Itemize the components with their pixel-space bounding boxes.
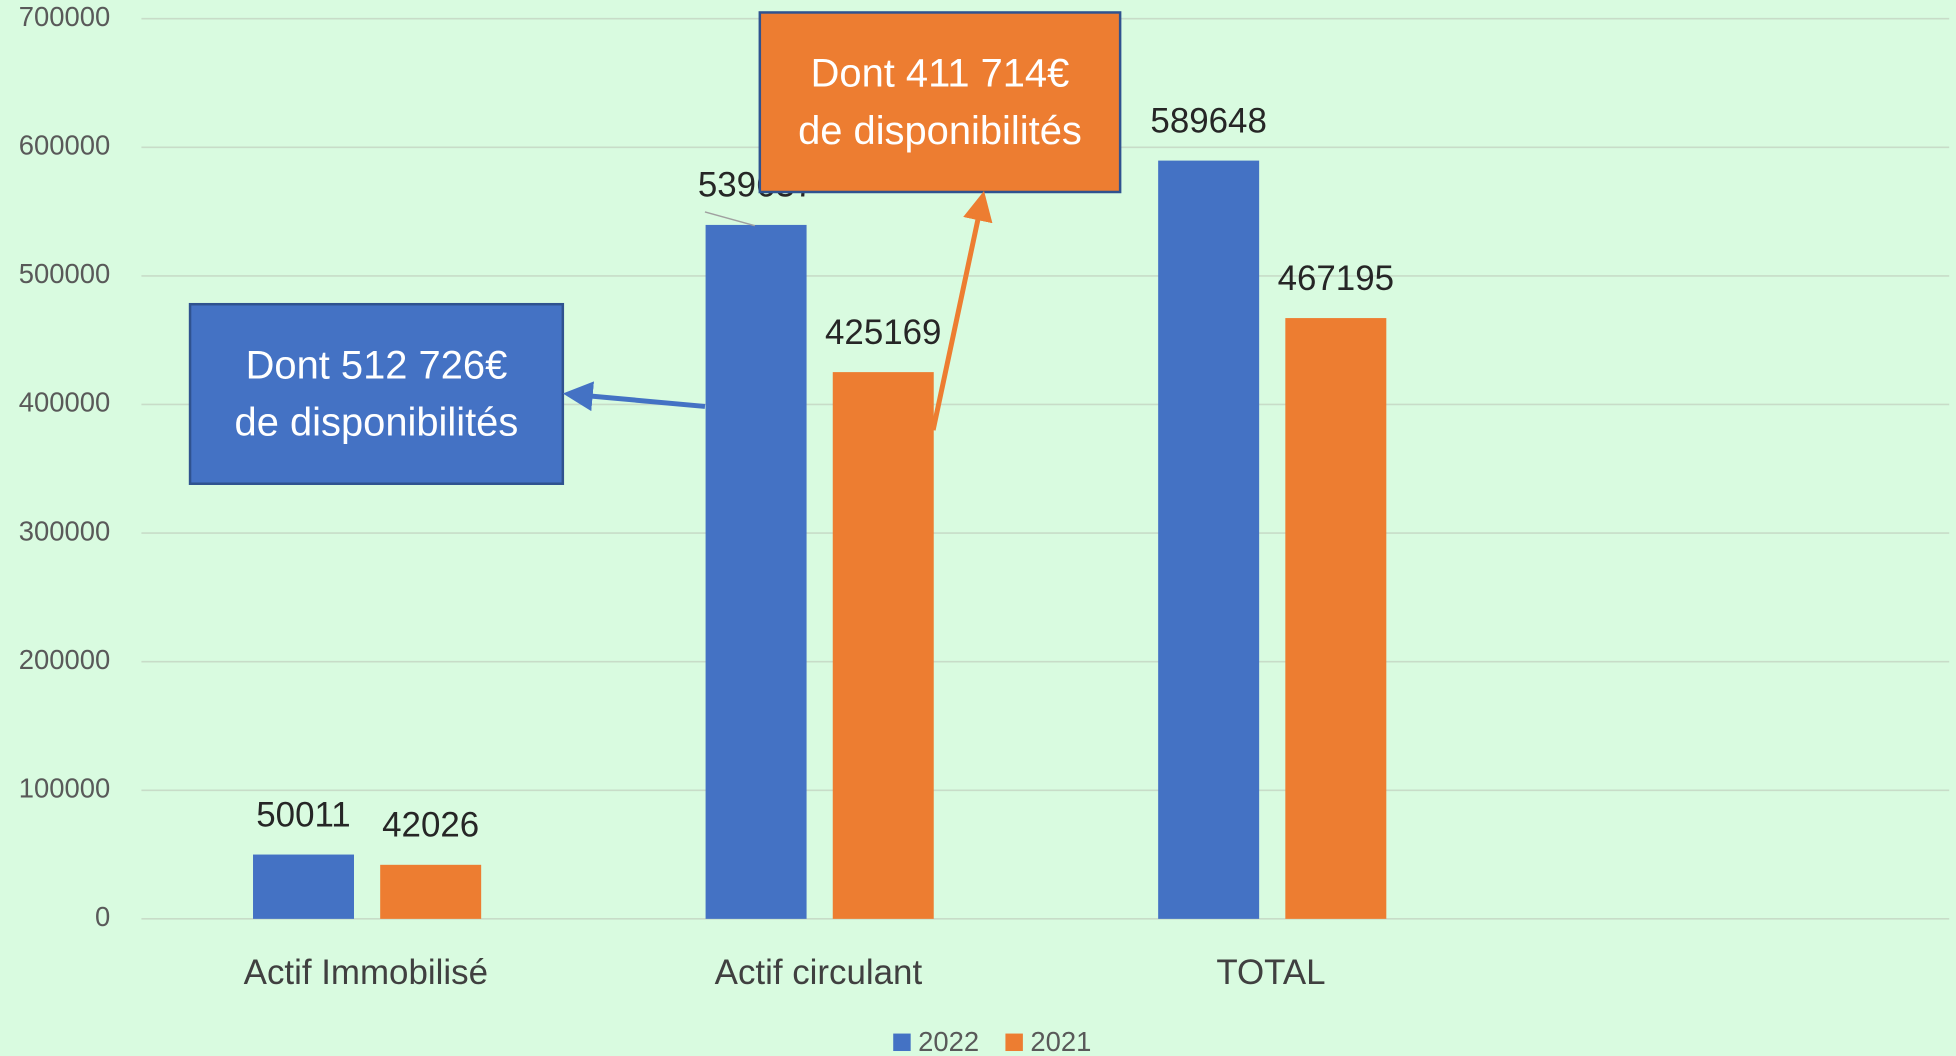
y-tick-label: 500000 [19, 258, 110, 289]
bar [1158, 160, 1260, 919]
annotation-box [188, 302, 565, 485]
annotation-text: de disponibilités [235, 401, 519, 445]
bar [1285, 318, 1387, 919]
leader-line [704, 211, 756, 227]
data-label: 42026 [382, 806, 479, 845]
y-tick-label: 700000 [19, 1, 110, 32]
annotation-text: Dont 512 726€ [246, 343, 508, 387]
data-label: 589648 [1150, 101, 1266, 140]
y-tick-label: 200000 [19, 644, 110, 675]
bar [380, 864, 482, 919]
annotation-arrow [930, 190, 993, 431]
data-label: 425169 [825, 313, 941, 352]
annotation-arrow [562, 381, 706, 412]
x-tick-label: Actif circulant [715, 953, 923, 992]
legend-swatch [1005, 1033, 1023, 1052]
annotation-box [758, 11, 1122, 194]
y-tick-label: 0 [95, 901, 110, 932]
data-label: 50011 [256, 795, 350, 834]
legend-label: 2022 [918, 1026, 979, 1056]
annotation-text: de disponibilités [798, 109, 1082, 153]
legend-swatch [893, 1033, 911, 1052]
x-tick-label: TOTAL [1216, 953, 1325, 992]
y-tick-label: 400000 [19, 387, 110, 418]
bar [253, 854, 354, 919]
x-tick-label: Actif Immobilisé [244, 953, 488, 992]
bar [832, 372, 934, 919]
y-tick-label: 600000 [19, 130, 110, 161]
y-tick-label: 100000 [19, 773, 110, 804]
y-tick-label: 300000 [19, 515, 110, 546]
annotation-text: Dont 411 714€ [811, 52, 1070, 96]
bar [705, 224, 807, 919]
legend-label: 2021 [1030, 1026, 1091, 1056]
data-label: 467195 [1278, 259, 1394, 298]
